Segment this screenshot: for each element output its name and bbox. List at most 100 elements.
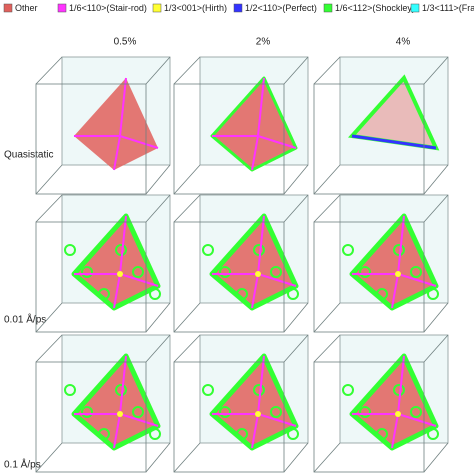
cube-edge: [35, 334, 63, 363]
dislocation-loop: [64, 244, 76, 256]
cube-edge: [35, 194, 63, 223]
cube-edge: [283, 442, 309, 473]
stair-rod: [257, 77, 265, 137]
stair-rod: [397, 355, 405, 415]
cube-edge: [173, 302, 201, 333]
column-header: 0.5%: [114, 37, 137, 48]
cube-edge: [423, 302, 449, 333]
stair-rod: [391, 273, 399, 309]
legend-swatch: [233, 3, 243, 13]
stair-rod: [257, 355, 265, 415]
legend-swatch: [3, 3, 13, 13]
row-label: 0.01 Å/ps: [4, 313, 46, 326]
cube-edge: [283, 164, 309, 195]
dislocation-loop: [427, 428, 439, 440]
perfect-dislocation: [351, 134, 437, 150]
panel: [313, 56, 449, 195]
stair-rod: [397, 215, 405, 275]
cube-edge: [173, 56, 201, 85]
panel: [313, 194, 449, 333]
cube-edge: [173, 194, 201, 223]
panel: [35, 334, 171, 473]
stair-rod: [257, 135, 297, 149]
cube-front: [35, 361, 147, 473]
dislocation-loop: [359, 406, 371, 418]
cube-edge: [423, 194, 449, 223]
cube-front: [173, 361, 285, 473]
stair-rod: [113, 135, 121, 171]
cube-front: [173, 221, 285, 333]
stair-rod: [119, 77, 127, 137]
cube-edge: [145, 302, 171, 333]
row-label: 0.1 Å/ps: [4, 458, 41, 471]
cube-edge: [423, 56, 449, 85]
stair-rod: [251, 273, 259, 309]
cube-edge: [283, 56, 309, 85]
dislocation-loop: [149, 288, 161, 300]
hirth-node: [255, 271, 261, 277]
row-label: Quasistatic: [4, 150, 53, 161]
stair-rod: [119, 413, 159, 427]
cube-edge: [173, 442, 201, 473]
stair-rod: [119, 215, 127, 275]
dislocation-loop: [219, 266, 231, 278]
cube-edge: [145, 164, 171, 195]
cube-edge: [423, 334, 449, 363]
dislocation-loop: [287, 288, 299, 300]
dislocation-loop: [236, 288, 248, 300]
cube-front: [35, 221, 147, 333]
cube-edge: [283, 302, 309, 333]
dislocation-loop: [270, 266, 282, 278]
stair-rod: [397, 273, 437, 287]
dislocation-loop: [81, 406, 93, 418]
legend-label: Other: [15, 3, 38, 13]
dislocation-loop: [132, 266, 144, 278]
cube-front: [313, 83, 425, 195]
dislocation-loop: [359, 266, 371, 278]
cube-edge: [313, 334, 341, 363]
legend-label: 1/3<001>(Hirth): [164, 3, 227, 13]
fault-triangle: [74, 78, 158, 170]
panel: [313, 334, 449, 473]
cube-edge: [313, 442, 341, 473]
cube-edge: [313, 164, 341, 195]
dislocation-loop: [342, 244, 354, 256]
legend-swatch: [152, 3, 162, 13]
cube-edge: [145, 56, 171, 85]
dislocation-loop: [149, 428, 161, 440]
cube-edge: [313, 194, 341, 223]
legend-label: 1/2<110>(Perfect): [245, 3, 317, 13]
dislocation-loop: [202, 244, 214, 256]
panel: [35, 56, 171, 195]
stair-rod: [257, 273, 297, 287]
dislocation-loop: [410, 406, 422, 418]
dislocation-loop: [202, 384, 214, 396]
dislocation-loop: [219, 406, 231, 418]
stair-rod: [257, 413, 297, 427]
cube-edge: [35, 302, 63, 333]
hirth-node: [255, 411, 261, 417]
hirth-node: [117, 271, 123, 277]
stair-rod: [397, 413, 437, 427]
dislocation-loop: [376, 428, 388, 440]
cube-edge: [145, 442, 171, 473]
panel: [35, 194, 171, 333]
hirth-node: [395, 271, 401, 277]
stair-rod: [119, 355, 127, 415]
panel: [173, 194, 309, 333]
cube-front: [173, 83, 285, 195]
hirth-node: [117, 411, 123, 417]
stair-rod: [251, 135, 259, 171]
cube-edge: [283, 194, 309, 223]
stair-rod: [391, 413, 399, 449]
dislocation-loop: [287, 428, 299, 440]
dislocation-loop: [427, 288, 439, 300]
legend-label: 1/6<112>(Shockley): [335, 3, 415, 13]
stair-rod: [257, 215, 265, 275]
dislocation-loop: [376, 288, 388, 300]
legend-swatch: [57, 3, 67, 13]
stair-rod: [119, 135, 159, 149]
dislocation-loop: [64, 384, 76, 396]
panel: [173, 56, 309, 195]
